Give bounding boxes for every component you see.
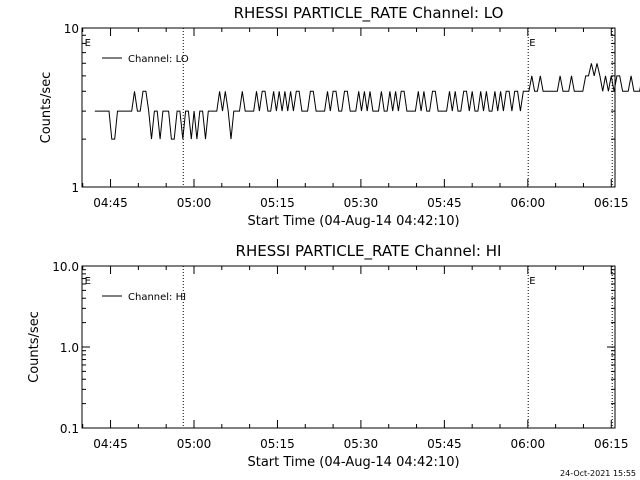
panel-lo: RHESSI PARTICLE_RATE Channel: LO Start Ti… xyxy=(39,4,640,229)
event-marker-label: E xyxy=(529,276,535,287)
x-tick-label: 04:45 xyxy=(93,196,128,210)
plot-frame xyxy=(81,27,616,188)
event-marker-label: E xyxy=(85,276,91,287)
x-tick-label: 05:45 xyxy=(427,196,462,210)
x-tick-label: 06:15 xyxy=(594,437,629,451)
event-marker-label: E xyxy=(85,38,91,49)
generation-timestamp: 24-Oct-2021 15:55 xyxy=(560,469,636,478)
x-tick-label: 06:00 xyxy=(511,196,546,210)
x-tick-label: 05:00 xyxy=(177,196,212,210)
y-tick-label: 10.0 xyxy=(52,260,79,274)
legend-label: Channel: HI xyxy=(128,292,186,303)
y-tick-label: 1 xyxy=(71,181,79,195)
y-tick-label: 1.0 xyxy=(60,341,79,355)
chart-title: RHESSI PARTICLE_RATE Channel: LO xyxy=(234,4,504,23)
x-tick-label: 05:45 xyxy=(427,437,462,451)
y-axis-label: Counts/sec xyxy=(39,72,54,144)
x-tick-label: 05:30 xyxy=(344,196,379,210)
x-tick-label: 04:45 xyxy=(93,437,128,451)
x-axis-label: Start Time (04-Aug-14 04:42:10) xyxy=(247,214,459,229)
x-tick-label: 05:30 xyxy=(344,437,379,451)
x-tick-label: 06:00 xyxy=(511,437,546,451)
y-tick-label: 0.1 xyxy=(60,422,79,436)
y-axis-label: Counts/sec xyxy=(27,311,42,383)
x-tick-label: 05:15 xyxy=(260,437,295,451)
legend-label: Channel: LO xyxy=(128,54,189,65)
event-marker-label: E xyxy=(529,38,535,49)
y-tick-label: 10 xyxy=(64,22,79,36)
x-tick-label: 05:15 xyxy=(260,196,295,210)
x-axis-label: Start Time (04-Aug-14 04:42:10) xyxy=(247,455,459,470)
x-tick-label: 05:00 xyxy=(177,437,212,451)
series-line-0 xyxy=(94,63,640,140)
panel-hi: RHESSI PARTICLE_RATE Channel: HI Start Ti… xyxy=(27,242,629,470)
x-tick-label: 06:15 xyxy=(594,196,629,210)
chart-title: RHESSI PARTICLE_RATE Channel: HI xyxy=(236,242,502,261)
